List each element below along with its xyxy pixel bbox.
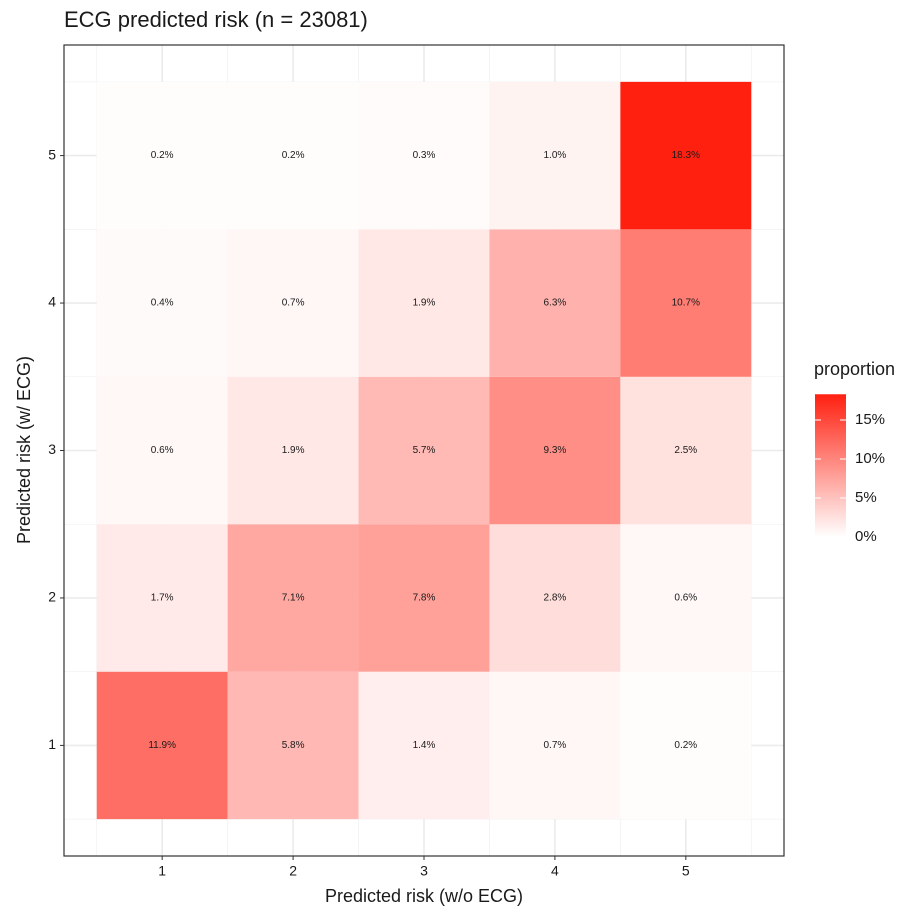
heat-cell: [96, 376, 228, 525]
cell-label: 0.7%: [544, 740, 567, 751]
heat-cell: [358, 524, 490, 672]
colorbar: [815, 394, 846, 537]
legend-title: proportion: [814, 359, 895, 379]
cell-label: 0.6%: [674, 593, 697, 604]
cell-label: 11.9%: [148, 740, 176, 751]
cell-label: 2.8%: [544, 593, 567, 604]
cell-label: 0.3%: [413, 150, 436, 161]
heat-cell: [489, 376, 621, 525]
colorbar-label: 10%: [855, 450, 885, 467]
heat-cell: [489, 671, 621, 820]
heat-cell: [96, 229, 228, 377]
cell-label: 2.5%: [674, 445, 697, 456]
heat-cell: [358, 671, 490, 820]
heat-cell: [620, 81, 752, 230]
cell-label: 7.8%: [413, 593, 436, 604]
chart-title: ECG predicted risk (n = 23081): [64, 7, 368, 32]
heat-cell: [358, 81, 490, 230]
cell-label: 7.1%: [282, 593, 305, 604]
heat-cell: [227, 524, 359, 672]
cell-label: 0.2%: [151, 150, 174, 161]
cell-label: 0.7%: [282, 298, 305, 309]
cell-label: 1.0%: [544, 150, 567, 161]
heat-cell: [96, 524, 228, 672]
cell-label: 18.3%: [672, 150, 700, 161]
cell-label: 1.9%: [282, 445, 305, 456]
heat-cell: [358, 229, 490, 377]
colorbar-label: 5%: [855, 489, 877, 506]
heat-cell: [227, 229, 359, 377]
cell-label: 5.8%: [282, 740, 305, 751]
colorbar-label: 0%: [855, 528, 877, 545]
cell-label: 6.3%: [544, 298, 567, 309]
y-tick-label: 5: [48, 146, 56, 162]
colorbar-label: 15%: [855, 411, 885, 428]
heat-cell: [96, 671, 228, 820]
x-tick-label: 1: [158, 863, 166, 879]
heat-cell: [620, 376, 752, 525]
heat-cell: [620, 671, 752, 820]
cell-label: 0.2%: [674, 740, 697, 751]
heat-cell: [96, 81, 228, 230]
heat-cell: [227, 671, 359, 820]
heat-cell: [620, 229, 752, 377]
x-tick-label: 2: [289, 863, 297, 879]
cell-label: 1.4%: [413, 740, 436, 751]
x-tick-label: 3: [420, 863, 428, 879]
x-tick-label: 4: [551, 863, 559, 879]
y-axis-title: Predicted risk (w/ ECG): [14, 356, 34, 544]
cell-label: 1.7%: [151, 593, 174, 604]
y-tick-label: 1: [48, 736, 56, 752]
heat-cell: [489, 229, 621, 377]
y-tick-label: 4: [48, 294, 56, 310]
heat-cell: [620, 524, 752, 672]
heat-cell: [489, 524, 621, 672]
heat-cell: [489, 81, 621, 230]
heat-cell: [358, 376, 490, 525]
cell-label: 0.4%: [151, 298, 174, 309]
cell-label: 5.7%: [413, 445, 436, 456]
y-tick-label: 2: [48, 589, 56, 605]
x-tick-label: 5: [682, 863, 690, 879]
heat-cell: [227, 376, 359, 525]
cell-label: 10.7%: [672, 298, 700, 309]
x-axis-title: Predicted risk (w/o ECG): [325, 886, 523, 906]
cell-label: 0.2%: [282, 150, 305, 161]
cell-label: 0.6%: [151, 445, 174, 456]
y-tick-label: 3: [48, 441, 56, 457]
cell-label: 1.9%: [413, 298, 436, 309]
cell-label: 9.3%: [544, 445, 567, 456]
heat-cell: [227, 81, 359, 230]
